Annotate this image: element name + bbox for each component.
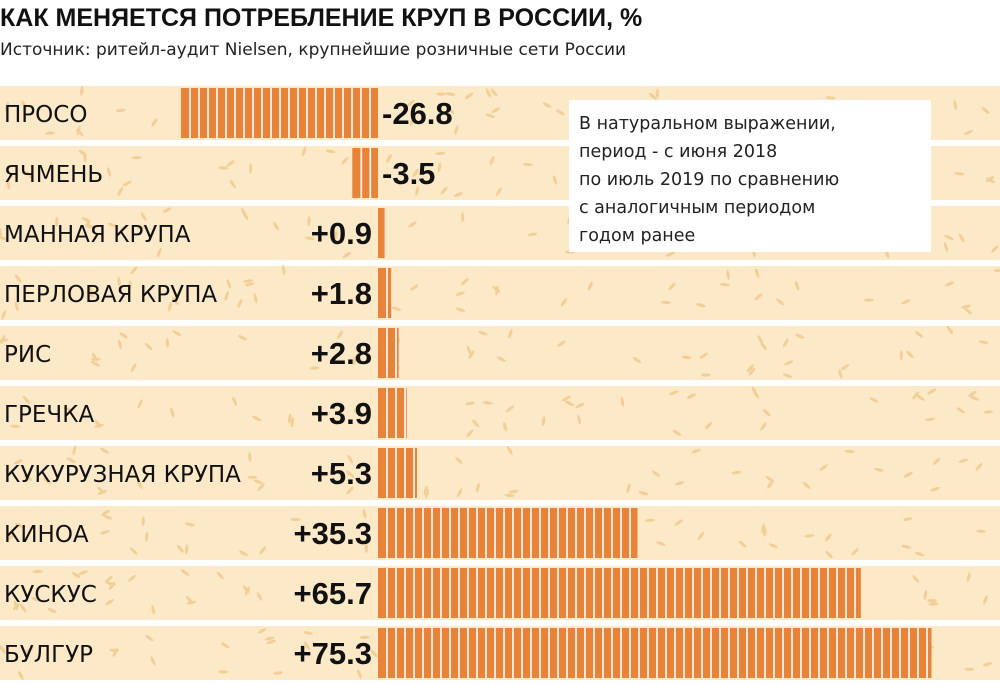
value-label: +1.8 <box>311 276 372 311</box>
category-label: КУСКУС <box>4 582 97 608</box>
category-label: КУКУРУЗНАЯ КРУПА <box>4 462 241 488</box>
bar-segments <box>386 508 631 558</box>
value-label: +75.3 <box>294 636 372 671</box>
value-label: +35.3 <box>294 516 372 551</box>
chart-title: КАК МЕНЯЕТСЯ ПОТРЕБЛЕНИЕ КРУП В РОССИИ, … <box>0 4 643 32</box>
category-label: МАННАЯ КРУПА <box>4 222 191 248</box>
grain-texture <box>10 386 994 438</box>
grain-texture <box>6 445 983 499</box>
category-label: РИС <box>4 342 51 368</box>
bar-segments <box>189 88 371 138</box>
chart-subtitle: Источник: ритейл-аудит Nielsen, крупнейш… <box>0 40 627 60</box>
bar-segments <box>386 388 406 438</box>
row-band <box>0 386 1000 440</box>
note-line: по июль 2019 по сравнению <box>579 170 840 190</box>
value-label: +2.8 <box>311 336 372 371</box>
category-label: ГРЕЧКА <box>4 402 95 428</box>
methodology-note: В натуральном выражении, период - с июня… <box>569 100 931 252</box>
bar <box>378 208 385 258</box>
bar-segments <box>386 628 928 678</box>
bar-segments <box>386 328 397 378</box>
bar-segments <box>386 568 856 618</box>
note-line: с аналогичным периодом <box>579 198 816 218</box>
bar <box>378 328 399 378</box>
bar <box>378 448 417 498</box>
bar <box>352 148 378 198</box>
note-line: В натуральном выражении, <box>579 114 836 134</box>
row-band <box>0 446 1000 500</box>
note-line: годом ранее <box>579 226 696 246</box>
category-label: БУЛГУР <box>4 642 93 668</box>
bar <box>378 508 638 558</box>
value-label: -26.8 <box>382 96 453 131</box>
category-label: ЯЧМЕНЬ <box>4 162 103 188</box>
grain-texture <box>0 325 989 379</box>
category-label: КИНОА <box>4 522 89 548</box>
value-label: +3.9 <box>311 396 372 431</box>
category-label: ПЕРЛОВАЯ КРУПА <box>4 282 217 308</box>
bar <box>378 628 932 678</box>
note-line: период - с июня 2018 <box>579 142 778 162</box>
value-label: +5.3 <box>311 456 372 491</box>
category-label: ПРОСО <box>4 102 87 128</box>
grain-texture <box>1 265 1000 320</box>
row-band <box>0 326 1000 380</box>
value-label: +65.7 <box>294 576 372 611</box>
bar <box>378 388 407 438</box>
value-label: -3.5 <box>382 156 435 191</box>
value-label: +0.9 <box>311 216 372 251</box>
bar-segments <box>360 148 372 198</box>
bar-segments <box>386 448 415 498</box>
row-band <box>0 266 1000 320</box>
bar <box>378 268 392 318</box>
